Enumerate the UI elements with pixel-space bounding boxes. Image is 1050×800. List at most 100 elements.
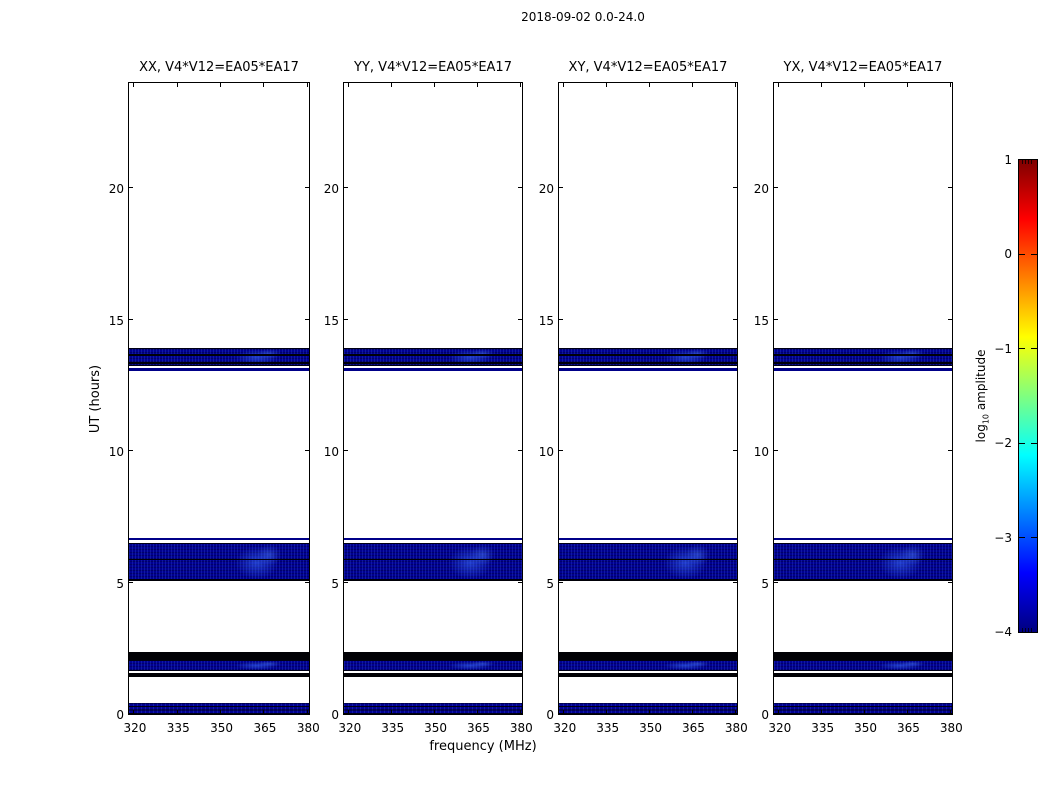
- x-tick: [476, 83, 478, 87]
- emission-band: [774, 652, 952, 660]
- x-tick-label: 365: [253, 721, 277, 735]
- emission-band: [344, 558, 522, 561]
- colorbar-label-text: amplitude: [974, 349, 988, 414]
- emission-band: [344, 348, 522, 366]
- emission-band: [559, 348, 737, 366]
- x-tick: [606, 83, 608, 87]
- y-tick: [559, 713, 563, 714]
- colorbar-label-text: log: [974, 424, 988, 443]
- x-tick-label: 335: [811, 721, 835, 735]
- emission-band: [559, 652, 737, 660]
- emission-band: [129, 353, 309, 356]
- y-tick: [733, 450, 737, 452]
- y-tick-label: 0: [331, 708, 339, 722]
- plot-area: [559, 83, 737, 714]
- y-tick: [774, 713, 778, 714]
- panel-title: YX, V4*V12=EA05*EA17: [783, 60, 943, 75]
- y-tick-label: 15: [108, 313, 124, 328]
- emission-band: [559, 659, 737, 671]
- emission-band: [129, 672, 309, 678]
- emission-band: [344, 672, 522, 678]
- emission-band: [559, 672, 737, 678]
- emission-band: [344, 652, 522, 660]
- x-tick-label: 335: [166, 721, 190, 735]
- colorbar-end-hatch: [1022, 628, 1034, 632]
- y-tick: [129, 713, 133, 714]
- y-tick: [344, 581, 348, 583]
- x-tick: [348, 83, 350, 87]
- panel-yx: YX, V4*V12=EA05*EA17 0 5 10 15 20 320 335 350 36…: [754, 60, 963, 735]
- x-tick: [176, 83, 178, 87]
- y-tick: [774, 450, 778, 452]
- x-tick: [476, 710, 478, 714]
- y-tick-label: 5: [331, 576, 339, 591]
- panel-title: XX, V4*V12=EA05*EA17: [139, 60, 299, 75]
- y-tick-label: 0: [116, 708, 124, 722]
- emission-band: [129, 368, 309, 371]
- x-tick-label: 380: [724, 721, 748, 735]
- y-tick-label: 10: [753, 445, 769, 460]
- emission-band: [559, 353, 737, 356]
- emission-band: [774, 368, 952, 371]
- colorbar-label-subscript: 10: [981, 413, 991, 425]
- y-tick: [559, 450, 563, 452]
- emission-band: [344, 659, 522, 671]
- y-tick-label: 15: [323, 313, 339, 328]
- emission-band: [344, 703, 522, 714]
- x-tick: [691, 83, 693, 87]
- x-tick: [563, 710, 565, 714]
- colorbar: 1 0 −1 −2 −3 −4: [994, 153, 1038, 639]
- x-tick: [263, 710, 265, 714]
- y-tick: [518, 318, 522, 320]
- emission-band: [559, 537, 737, 540]
- x-tick: [949, 710, 951, 714]
- x-tick: [176, 710, 178, 714]
- x-tick: [649, 710, 651, 714]
- emission-band: [129, 579, 309, 581]
- panel-title: YY, V4*V12=EA05*EA17: [354, 60, 512, 75]
- x-tick: [220, 710, 222, 714]
- colorbar-tick: [1031, 348, 1037, 350]
- x-tick-label: 335: [381, 721, 405, 735]
- x-tick: [778, 83, 780, 87]
- x-tick: [263, 83, 265, 87]
- y-tick-label: 20: [108, 182, 124, 197]
- y-tick: [129, 581, 133, 583]
- x-tick: [734, 710, 736, 714]
- emission-band: [344, 537, 522, 540]
- x-tick-label: 320: [123, 721, 147, 735]
- colorbar-tick: [1019, 442, 1025, 444]
- x-tick: [434, 83, 436, 87]
- panel-yy: YY, V4*V12=EA05*EA17 0 5 10 15 20 320 335 350 36…: [324, 60, 533, 735]
- x-tick: [133, 83, 135, 87]
- y-tick: [518, 187, 522, 189]
- colorbar-label: log10 amplitude: [973, 296, 991, 496]
- figure-title: 2018-09-02 0.0-24.0: [521, 10, 645, 24]
- x-tick: [434, 710, 436, 714]
- x-tick-label: 320: [338, 721, 362, 735]
- emission-band: [559, 579, 737, 581]
- colorbar-tick-label: −4: [994, 625, 1012, 639]
- colorbar-tick: [1019, 348, 1025, 350]
- emission-band: [774, 543, 952, 582]
- colorbar-tick: [1031, 537, 1037, 539]
- x-tick: [306, 83, 308, 87]
- emission-band: [129, 361, 309, 364]
- colorbar-tick-label: −1: [994, 341, 1012, 356]
- y-tick-label: 5: [546, 576, 554, 591]
- emission-band: [559, 361, 737, 364]
- colorbar-tick: [1031, 253, 1037, 255]
- y-tick-label: 10: [108, 445, 124, 460]
- emission-band: [129, 543, 309, 582]
- emission-band: [129, 537, 309, 540]
- x-tick-label: 365: [896, 721, 920, 735]
- emission-band: [559, 703, 737, 714]
- x-tick: [220, 83, 222, 87]
- y-tick-label: 15: [753, 313, 769, 328]
- y-tick-label: 5: [761, 576, 769, 591]
- panel-title: XY, V4*V12=EA05*EA17: [568, 60, 728, 75]
- emission-band: [129, 558, 309, 561]
- y-tick: [129, 318, 133, 320]
- y-tick-label: 20: [538, 182, 554, 197]
